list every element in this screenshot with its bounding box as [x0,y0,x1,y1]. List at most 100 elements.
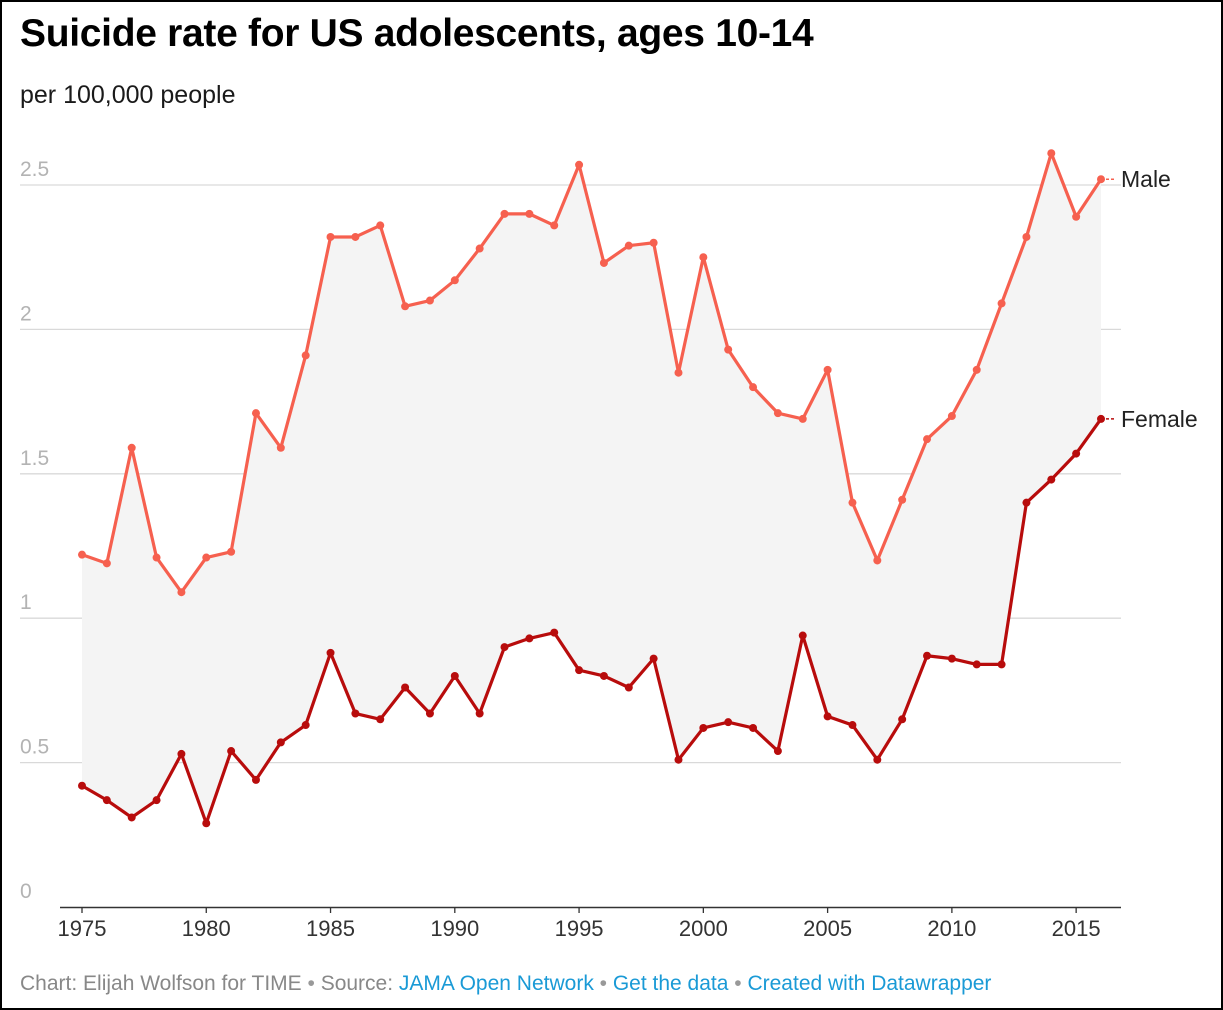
female-data-point [276,738,285,747]
x-tick-label: 2000 [679,916,728,941]
male-data-point [152,553,161,562]
female-data-point [550,628,559,637]
female-series-line [80,417,1103,825]
male-data-point [674,368,683,377]
female-data-point [500,643,509,652]
x-tick-label: 2005 [803,916,852,941]
x-tick-label: 2010 [927,916,976,941]
chart-footer: Chart: Elijah Wolfson for TIME • Source:… [20,972,991,996]
female-data-point [798,631,807,640]
male-data-point [624,241,633,250]
female-data-point [326,648,335,657]
female-data-point [997,660,1006,669]
female-data-point [351,709,360,718]
male-data-point [649,238,658,247]
female-data-point [699,723,708,732]
male-data-point [724,345,733,354]
male-data-point [450,276,459,285]
female-data-point [773,747,782,756]
y-tick-label: 2.5 [20,158,49,181]
male-data-point [401,302,410,311]
female-data-point [102,796,111,805]
female-data-point [301,721,310,730]
female-data-point [649,654,658,663]
male-data-point [227,547,236,556]
female-data-point [127,813,136,822]
male-data-point [1047,149,1056,158]
chart-subtitle: per 100,000 people [20,81,236,109]
female-data-point [1097,414,1105,423]
range-band [82,153,1101,824]
y-tick-label: 0 [20,880,32,903]
y-tick-label: 1 [20,591,32,614]
y-tick-label: 2 [20,302,32,325]
female-data-point [475,709,484,718]
male-data-point [773,409,782,418]
male-data-point [276,443,285,452]
male-data-point [823,365,832,374]
female-data-point [624,683,633,692]
female-data-point [152,796,161,805]
y-tick-label: 0.5 [20,736,49,759]
female-data-point [376,715,385,724]
female-data-point [575,666,584,675]
male-data-point [376,221,385,230]
female-data-point [898,715,907,724]
female-data-point [525,634,534,643]
x-tick-label: 1980 [182,916,231,941]
male-data-point [972,365,981,374]
female-data-point [947,654,956,663]
female-data-point [78,781,86,790]
female-data-point [674,755,683,764]
male-data-point [1072,212,1081,221]
footer-separator: • [593,972,613,995]
male-data-point [873,556,882,565]
datawrapper-link[interactable]: Created with Datawrapper [747,972,992,995]
male-data-point [997,299,1006,308]
female-data-point [251,775,260,784]
male-series-line [80,151,1103,594]
source-label: Source: [320,972,399,995]
female-series-label: Female [1121,406,1198,432]
chart-title: Suicide rate for US adolescents, ages 10… [20,12,814,55]
male-data-point [798,414,807,423]
male-data-point [525,209,534,218]
male-data-point [1022,232,1031,241]
female-data-point [724,718,733,727]
female-data-point [848,721,857,730]
male-data-point [599,258,608,267]
male-data-point [550,221,559,230]
male-data-point [301,351,310,360]
female-data-point [972,660,981,669]
footer-separator: • [301,972,321,995]
source-link[interactable]: JAMA Open Network [398,972,594,995]
female-data-point [599,671,608,680]
female-data-point [1072,449,1081,458]
x-tick-label: 2015 [1052,916,1101,941]
male-data-point [1097,175,1105,184]
male-data-point [848,498,857,507]
female-data-point [1022,498,1031,507]
male-data-point [102,559,111,568]
female-data-point [749,723,758,732]
female-data-point [425,709,434,718]
male-data-point [475,244,484,253]
male-data-point [202,553,211,562]
female-data-point [401,683,410,692]
male-data-point [351,232,360,241]
male-data-point [699,253,708,262]
x-tick-label: 1975 [58,916,107,941]
male-data-point [177,588,186,597]
female-data-point [873,755,882,764]
female-data-point [823,712,832,721]
female-data-point [1047,475,1056,484]
footer-separator: • [728,972,748,995]
get-data-link[interactable]: Get the data [612,972,729,995]
female-data-point [177,749,186,758]
female-data-point [202,819,211,828]
x-tick-label: 1985 [306,916,355,941]
male-data-point [326,232,335,241]
male-data-point [575,160,584,169]
x-tick-label: 1990 [430,916,479,941]
